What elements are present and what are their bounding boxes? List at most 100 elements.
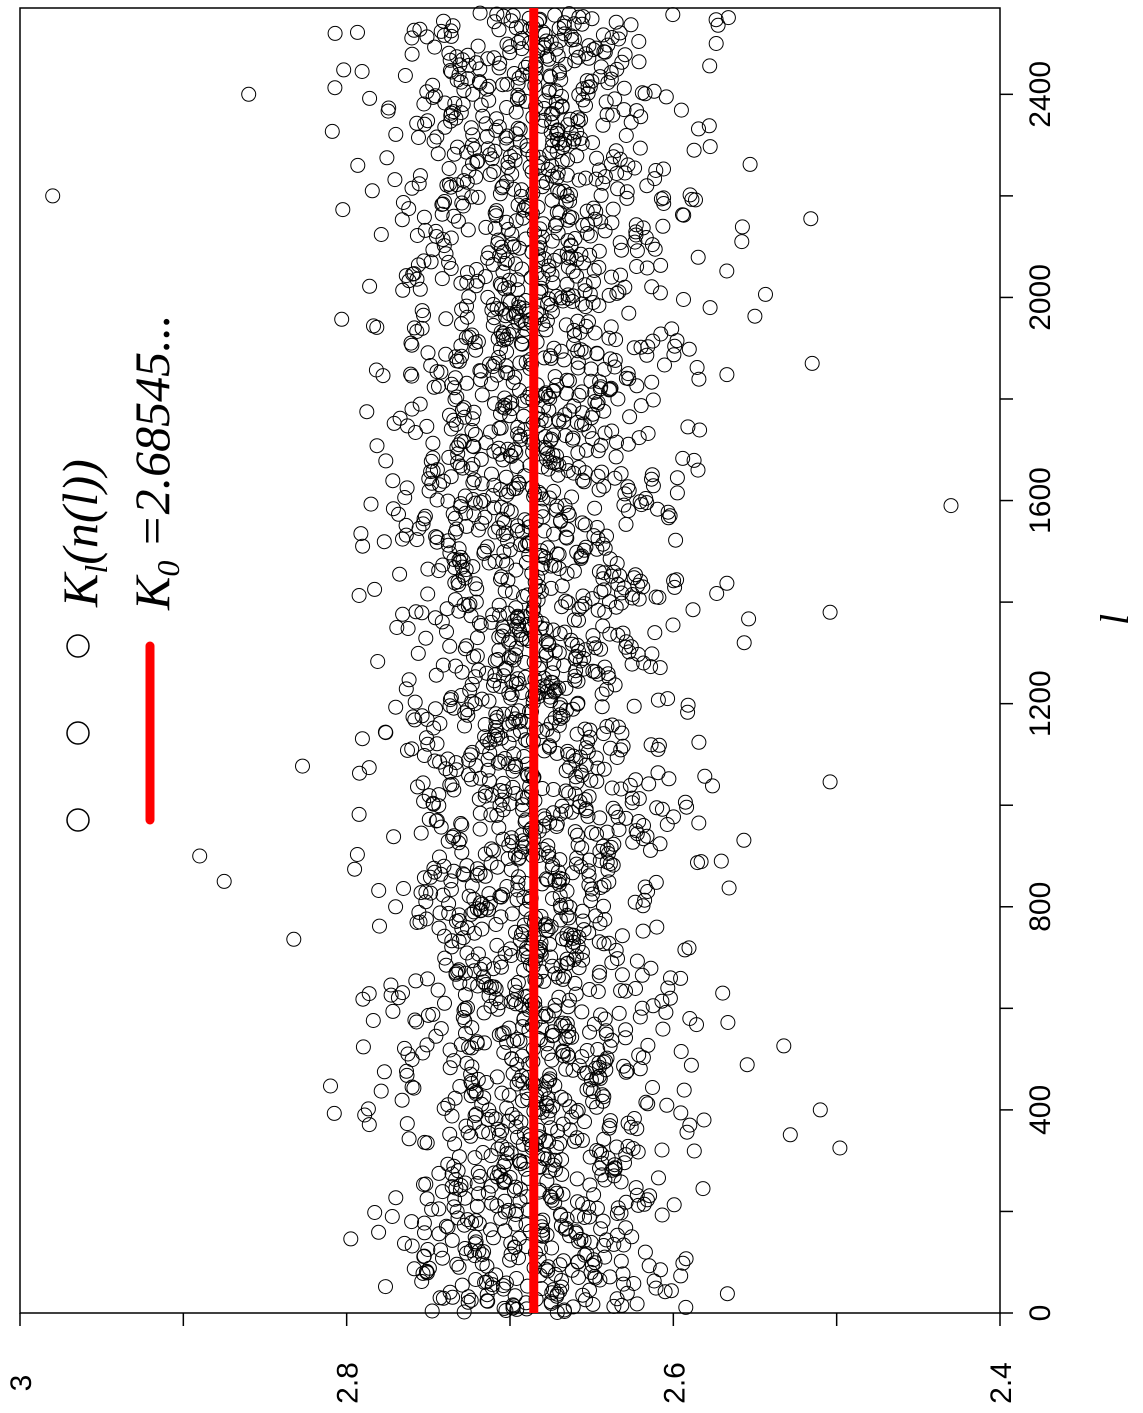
data-point [468,1084,484,1100]
data-point [499,556,515,572]
data-point [502,1252,518,1268]
data-point [639,178,655,194]
data-point [431,787,447,803]
data-point [547,558,562,573]
data-point [484,1109,500,1124]
data-point [507,1288,523,1304]
data-point [595,1213,611,1229]
data-point [544,267,560,283]
data-point [372,918,387,934]
data-point [427,39,443,55]
data-point [463,1066,479,1082]
data-point [510,35,526,50]
data-point [610,951,625,967]
data-point [401,672,417,688]
data-point [539,441,555,457]
data-point [455,460,471,476]
data-point [639,1192,655,1208]
data-point [455,866,471,882]
data-point [614,967,630,983]
data-point [577,283,593,299]
data-point [589,1099,605,1115]
data-point [394,1092,410,1108]
data-point [492,889,508,905]
data-point [449,389,465,405]
data-point [460,222,476,238]
data-point [486,500,502,516]
data-point [758,286,773,302]
data-point [682,187,698,203]
data-point [493,569,509,585]
data-point [545,891,560,907]
data-point [552,248,568,264]
data-point [558,317,574,333]
data-point [411,904,427,920]
data-point [554,798,570,814]
data-point [476,1090,492,1106]
data-point [412,281,428,297]
data-point [502,39,518,55]
data-point [490,1121,506,1137]
data-point [493,909,509,925]
data-point [623,1119,639,1135]
data-point [419,730,434,746]
data-point [590,1042,606,1057]
data-point [595,618,611,634]
data-point [626,570,642,586]
data-point [458,1118,474,1134]
data-point [409,115,425,131]
data-point [464,1215,480,1231]
data-point [617,47,633,63]
data-point [565,264,581,279]
data-point [453,688,469,703]
data-point [423,254,439,270]
data-point [401,201,417,217]
data-point [556,18,572,34]
data-point [595,117,611,133]
data-point [508,600,524,616]
data-point [486,477,502,493]
legend-label-2: K0 =2.68545... [124,314,186,611]
data-point [504,906,520,922]
data-point [586,263,602,278]
data-point [466,507,482,523]
data-point [675,450,691,466]
data-point [651,590,667,605]
data-point [599,1050,615,1066]
data-point [511,476,527,492]
data-point [594,1087,610,1103]
data-point [460,47,476,63]
data-point [441,176,457,192]
data-point [547,7,563,23]
data-point [586,636,602,652]
data-point [457,705,473,721]
data-point [424,1303,440,1319]
data-point [570,445,586,461]
data-point [586,528,602,544]
data-point [559,188,575,204]
data-point [383,977,399,993]
data-point [400,742,415,758]
data-point [507,1239,523,1255]
data-point [613,267,628,283]
data-point [509,1076,525,1092]
data-point [435,657,451,673]
data-point [556,1302,572,1318]
data-point [492,754,508,769]
data-point [510,76,526,92]
x-tick-label: 2000 [1024,264,1057,331]
data-point [432,905,448,921]
data-point [353,526,369,542]
data-point [449,1203,465,1219]
data-point [582,1177,598,1193]
data-point [543,580,559,596]
data-point [404,741,420,757]
data-point [512,932,528,948]
data-point [548,1183,564,1199]
data-point [391,506,406,522]
data-point [451,67,467,82]
data-point [625,834,641,850]
data-point [618,1030,633,1046]
data-point [637,892,653,908]
data-point [466,404,482,420]
